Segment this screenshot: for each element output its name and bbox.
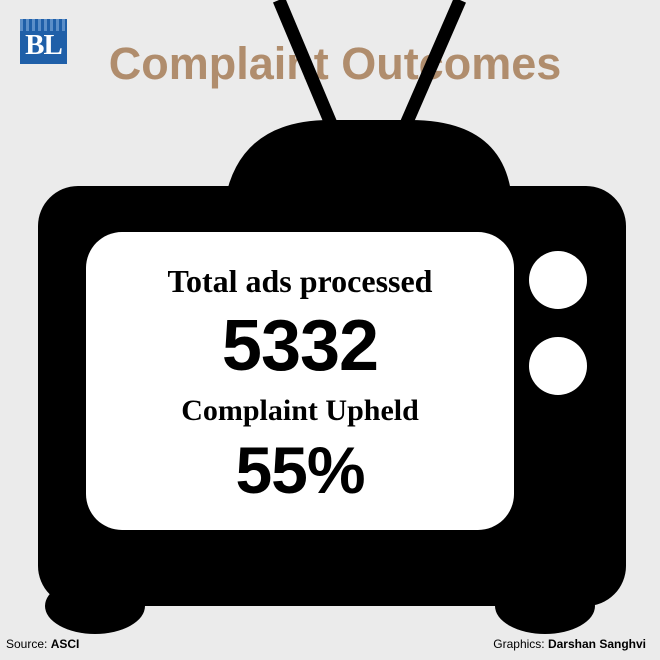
source-credit: Source: ASCI xyxy=(6,637,79,651)
total-ads-value: 5332 xyxy=(221,306,379,386)
complaint-upheld-label: Complaint Upheld xyxy=(181,394,419,427)
tv-knob-bottom xyxy=(529,337,587,395)
page-title: Complaint Outcomes xyxy=(108,38,562,89)
logo-building-strip xyxy=(20,19,67,31)
antenna-left xyxy=(273,0,343,141)
tv-dome xyxy=(225,120,512,200)
source-value: ASCI xyxy=(50,637,80,651)
tv-foot-right xyxy=(495,578,595,634)
tv-knob-top xyxy=(529,251,587,309)
bl-logo: BL xyxy=(20,19,67,64)
logo-text: BL xyxy=(25,29,63,61)
tv-foot-left xyxy=(45,578,145,634)
tv-screen xyxy=(86,232,514,530)
source-label: Source: xyxy=(6,637,48,651)
antenna-right xyxy=(394,0,466,141)
total-ads-label: Total ads processed xyxy=(167,263,433,299)
complaint-upheld-value: 55% xyxy=(235,433,365,507)
graphics-credit: Graphics: Darshan Sanghvi xyxy=(493,637,646,651)
graphics-label: Graphics: xyxy=(493,637,545,651)
graphics-value: Darshan Sanghvi xyxy=(547,637,646,651)
